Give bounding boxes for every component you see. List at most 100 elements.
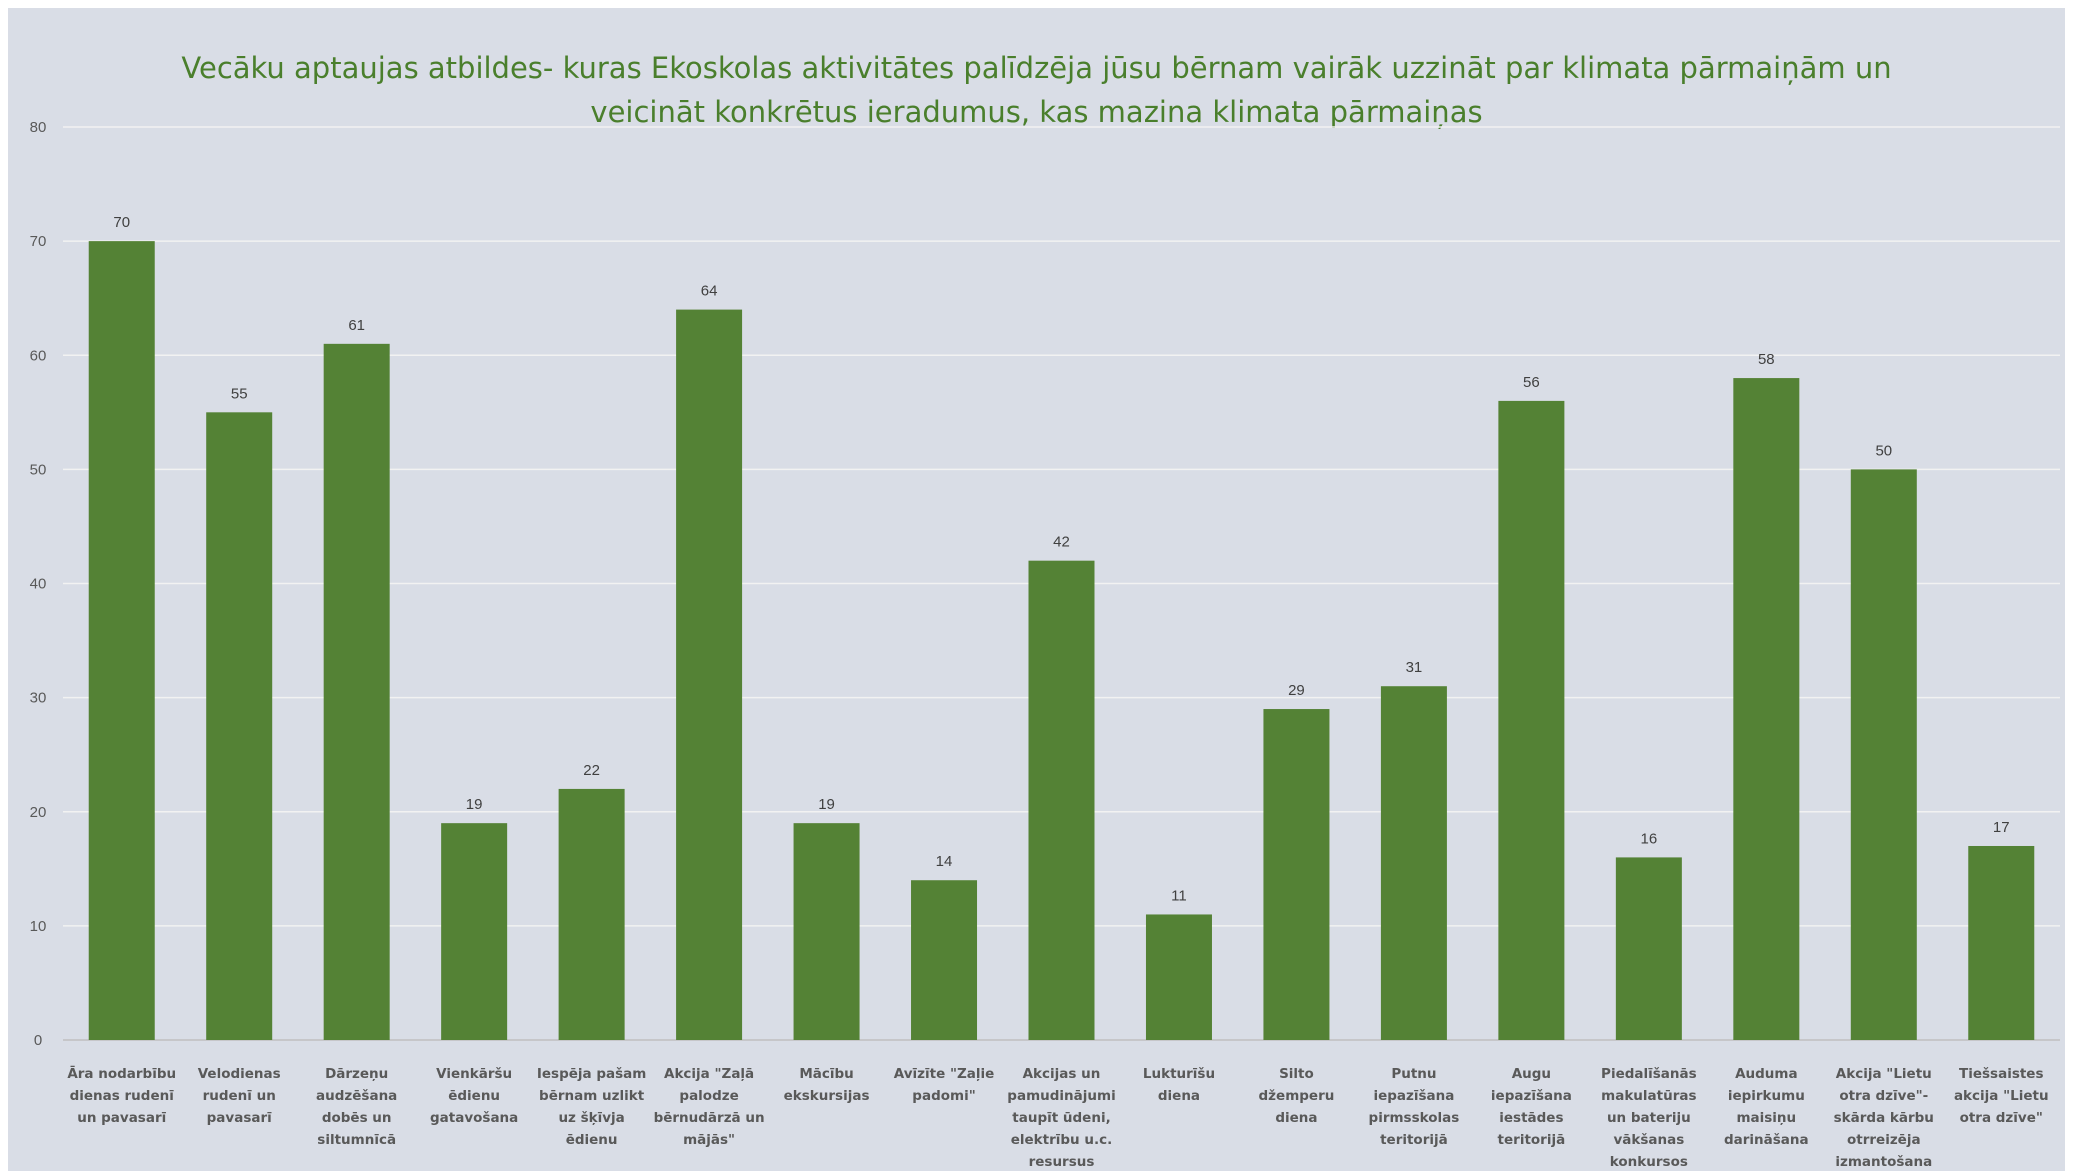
x-tick-label: Tiešsaistes [1959,1066,2043,1082]
x-tick-label: resursus [1029,1154,1095,1170]
x-tick-label: Putnu [1391,1066,1436,1082]
x-tick-label: otra dzīve" [1960,1110,2043,1126]
x-tick-label: gatavošana [430,1110,518,1126]
bar [88,241,155,1040]
x-tick-label: Vienkāršu [436,1066,512,1082]
bar [323,343,390,1040]
data-label: 50 [1875,442,1892,459]
x-tick-label: iepazīšana [1491,1088,1572,1104]
bar [1145,914,1212,1040]
y-tick-label: 20 [30,804,47,821]
x-tick-label: ekskursijas [784,1088,870,1104]
x-tick-label: mājās" [683,1132,735,1148]
bar [206,412,273,1040]
x-tick-label: Augu [1512,1066,1551,1082]
bar [441,823,508,1040]
x-tick-label: un pavasarī [77,1110,166,1126]
y-tick-label: 80 [30,119,47,136]
x-tick-label: vākšanas [1613,1132,1684,1148]
x-tick-label: skārda kārbu [1834,1110,1934,1126]
data-label: 19 [818,796,835,813]
x-tick-label: maisiņu [1736,1110,1796,1126]
x-tick-label: taupīt ūdeni, [1012,1110,1110,1126]
x-tick-label: dobēs un [322,1110,392,1126]
x-tick-label: Dārzeņu [325,1066,388,1082]
data-label: 61 [348,317,365,334]
x-tick-label: Mācību [799,1066,853,1082]
x-tick-label: elektrību u.c. [1011,1132,1113,1148]
bar [1028,560,1095,1040]
x-tick-label: Silto [1279,1066,1314,1082]
data-label: 58 [1758,351,1775,368]
x-tick-label: Akcija "Lietu [1836,1066,1932,1082]
x-tick-label: ēdienu [448,1088,500,1104]
x-tick-label: uz šķīvja [558,1110,624,1126]
x-tick-label: bērnam uzlikt [539,1088,645,1104]
x-tick-label: bērnudārzā un [654,1110,765,1126]
chart-title-line-2: veicināt konkrētus ieradumus, kas mazina… [590,95,1483,129]
bar [1615,857,1682,1040]
x-tick-label: palodze [679,1088,738,1104]
bar [1498,400,1565,1040]
chart-area: Vecāku aptaujas atbildes- kuras Ekoskola… [8,8,2065,1171]
x-tick-label: otrreizēja [1847,1132,1921,1148]
bar [1968,845,2035,1040]
x-tick-label: Āra nodarbību [67,1064,176,1082]
y-tick-label: 50 [30,461,47,478]
data-label: 29 [1288,682,1305,699]
data-label: 17 [1993,819,2010,836]
bar [1380,686,1447,1040]
data-label: 16 [1641,830,1658,847]
bar [911,880,978,1040]
y-tick-label: 10 [30,918,47,935]
x-tick-label: Iespēja pašam [537,1066,646,1082]
x-tick-label: Akcija "Zaļā [664,1066,754,1082]
y-tick-label: 40 [30,576,47,593]
data-label: 56 [1523,374,1540,391]
x-tick-label: akcija "Lietu [1954,1088,2049,1104]
x-tick-label: Akcijas un [1023,1066,1101,1082]
x-tick-label: dienas rudenī [70,1088,175,1104]
data-label: 22 [583,762,600,779]
y-tick-label: 30 [30,690,47,707]
data-label: 11 [1171,887,1187,904]
chart-title-line-1: Vecāku aptaujas atbildes- kuras Ekoskola… [181,51,1892,85]
x-tick-label: audzēšana [316,1088,397,1104]
x-tick-label: pavasarī [207,1110,272,1126]
x-tick-label: makulatūras [1601,1088,1696,1104]
data-label: 55 [231,385,248,402]
x-tick-label: pamudinājumi [1007,1088,1115,1104]
x-tick-label: diena [1158,1088,1200,1104]
bar-chart: 0 10 20 30 40 50 60 70 80 70 Āra nodarbību dienas r… [30,119,2060,1170]
x-tick-label: Avīzīte "Zaļie [894,1066,995,1082]
chart-title: Vecāku aptaujas atbildes- kuras Ekoskola… [8,46,2065,134]
y-tick-label: 70 [30,233,47,250]
x-tick-label: konkursos [1610,1154,1688,1170]
bar [793,823,860,1040]
x-tick-label: iepazīšana [1373,1088,1454,1104]
x-tick-label: rudenī un [203,1088,276,1104]
x-tick-label: Auduma [1735,1066,1798,1082]
y-tick-label: 60 [30,347,47,364]
data-label: 70 [113,214,130,231]
data-label: 31 [1406,659,1423,676]
data-label: 19 [466,796,483,813]
x-tick-label: otra dzīve"- [1839,1088,1928,1104]
x-tick-label: Lukturīšu [1143,1066,1215,1082]
x-tick-label: diena [1275,1110,1317,1126]
x-tick-label: darināšana [1724,1132,1809,1148]
bar [1263,709,1330,1040]
x-tick-label: pirmsskolas [1369,1110,1460,1126]
x-tick-label: Piedalīšanās [1601,1066,1697,1082]
x-tick-label: iepirkumu [1728,1088,1805,1104]
x-tick-label: teritorijā [1380,1132,1448,1148]
x-tick-label: iestādes [1499,1110,1563,1126]
data-label: 42 [1053,534,1070,551]
x-tick-label: un bateriju [1607,1110,1691,1126]
x-tick-label: padomi" [912,1088,975,1104]
x-tick-label: džemperu [1259,1088,1335,1104]
bar [558,788,625,1040]
x-tick-label: izmantošana [1835,1154,1932,1170]
bar [676,309,743,1041]
y-tick-label: 0 [34,1032,42,1049]
